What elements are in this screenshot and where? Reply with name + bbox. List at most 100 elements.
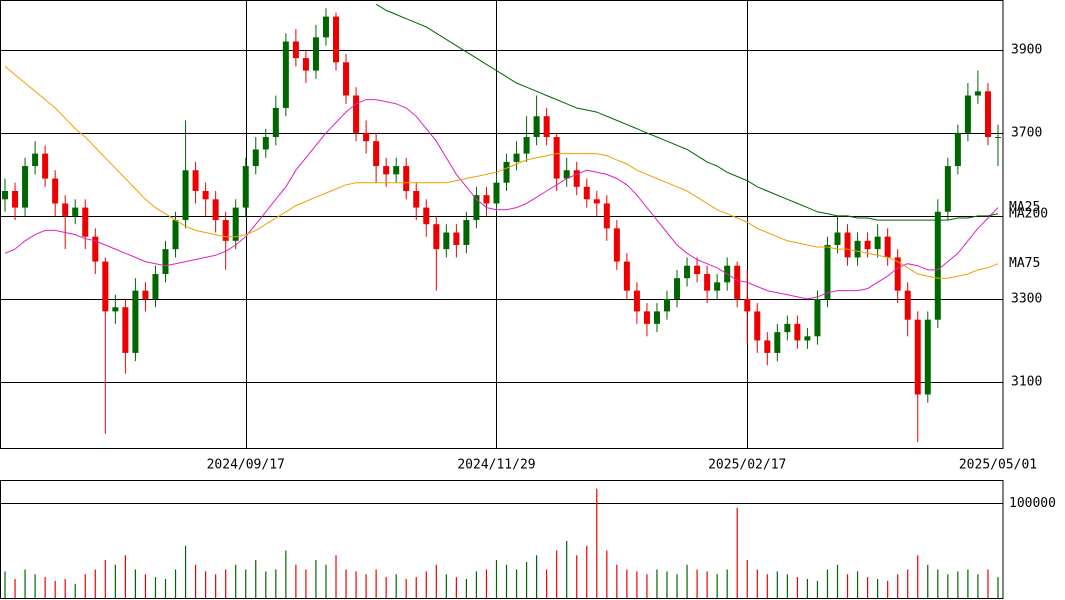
candle-body — [12, 190, 19, 208]
candle-body — [774, 332, 781, 353]
candle-body — [663, 298, 670, 312]
candle-body — [503, 161, 510, 183]
candle-body — [212, 199, 219, 221]
candle-body — [2, 190, 9, 200]
candle-body — [884, 236, 891, 258]
candle-body — [383, 166, 390, 175]
candle-body — [603, 203, 610, 229]
candle-body — [764, 340, 771, 353]
candle-body — [493, 182, 500, 204]
candle-body — [633, 290, 640, 312]
candle-body — [453, 232, 460, 245]
x-tick-label: 2025/05/01 — [959, 458, 1037, 473]
candle-body — [363, 132, 370, 142]
candle-body — [623, 261, 630, 291]
candle-body — [553, 137, 560, 179]
candle-body — [694, 265, 701, 275]
candle-body — [754, 311, 761, 341]
moving-average-line — [375, 3, 999, 221]
price-plot — [2, 3, 1001, 443]
candle-body — [854, 240, 861, 258]
moving-average-line — [4, 99, 999, 300]
candle-body — [684, 265, 691, 279]
candle-body — [403, 166, 410, 191]
candle-body — [613, 228, 620, 262]
y-tick-label: 3100 — [1011, 374, 1042, 389]
volume-frame — [0, 480, 1004, 599]
candle-body — [804, 336, 811, 341]
candle-body — [904, 290, 911, 320]
candle-body — [433, 224, 440, 250]
candle-body — [112, 307, 119, 312]
candle-body — [192, 170, 199, 191]
price-frame — [0, 0, 1004, 449]
candle-body — [122, 307, 129, 353]
candle-body — [92, 236, 99, 262]
candle-body — [443, 232, 450, 250]
candle-body — [102, 261, 109, 312]
candle-body — [72, 207, 79, 216]
candle-body — [22, 166, 29, 208]
candle-body — [302, 58, 309, 71]
candle-body — [874, 236, 881, 250]
y-tick-label: 3900 — [1011, 42, 1042, 57]
candle-body — [152, 274, 159, 299]
candle-body — [864, 240, 871, 250]
candle-body — [82, 207, 89, 237]
x-tick-label: 2025/02/17 — [708, 458, 786, 473]
candle-body — [162, 249, 169, 275]
ma-legend-label: MA25 — [1009, 200, 1040, 215]
candle-body — [734, 265, 741, 299]
candle-body — [994, 137, 1001, 139]
candle-body — [142, 290, 149, 299]
candle-body — [202, 190, 209, 200]
candle-body — [924, 319, 931, 395]
candle-body — [312, 37, 319, 71]
x-tick-label: 2024/09/17 — [207, 458, 285, 473]
candle-body — [413, 190, 420, 208]
candle-body — [483, 195, 490, 204]
candle-body — [242, 166, 249, 208]
volume-tick-label: 100000 — [1009, 496, 1056, 511]
candle-body — [533, 116, 540, 138]
candle-body — [954, 132, 961, 167]
candle-body — [914, 319, 921, 395]
candle-body — [543, 116, 550, 138]
candle-body — [62, 203, 69, 216]
candle-body — [894, 257, 901, 291]
candle-body — [934, 211, 941, 320]
candle-body — [984, 91, 991, 138]
candle-body — [944, 166, 951, 212]
candle-body — [182, 170, 189, 221]
candle-body — [353, 95, 360, 133]
candle-body — [824, 244, 831, 299]
candle-body — [272, 107, 279, 138]
candle-body — [132, 290, 139, 353]
candle-body — [513, 153, 520, 162]
candle-body — [282, 41, 289, 108]
candle-body — [292, 41, 299, 59]
candle-body — [794, 323, 801, 341]
candle-body — [333, 16, 340, 63]
candle-body — [42, 153, 49, 179]
candle-body — [473, 195, 480, 221]
candle-body — [322, 16, 329, 38]
candle-body — [523, 137, 530, 154]
candle-body — [232, 207, 239, 241]
candle-body — [373, 141, 380, 167]
y-tick-label: 3700 — [1011, 125, 1042, 140]
candle-body — [573, 170, 580, 187]
candle-body — [343, 62, 350, 96]
y-tick-label: 3300 — [1011, 291, 1042, 306]
candle-body — [814, 298, 821, 337]
candle-body — [52, 178, 59, 204]
candle-body — [563, 170, 570, 179]
candle-body — [262, 137, 269, 150]
candle-body — [974, 91, 981, 96]
candle-body — [393, 166, 400, 175]
candle-body — [643, 311, 650, 324]
ma-legend-label: MA200 — [1009, 206, 1048, 221]
ma-legend-label: MA75 — [1009, 256, 1040, 271]
candle-body — [593, 199, 600, 204]
